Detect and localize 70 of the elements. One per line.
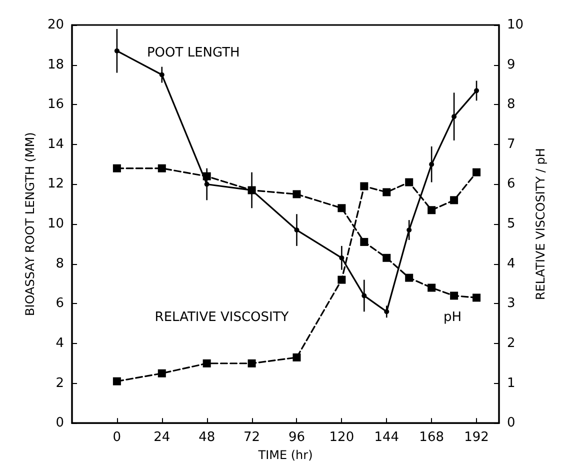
y2-tick-label: 5 <box>507 216 516 232</box>
point <box>382 188 391 196</box>
point <box>202 359 211 368</box>
y-tick-label: 14 <box>47 136 64 152</box>
y2-tick-label: 1 <box>507 376 516 391</box>
point <box>292 190 301 198</box>
point <box>384 309 390 314</box>
point <box>429 162 434 167</box>
point <box>450 196 458 204</box>
point <box>405 274 414 282</box>
y2-tick-label: 3 <box>507 296 516 312</box>
point <box>428 206 436 214</box>
y-tick-label: 8 <box>56 256 64 272</box>
point <box>338 204 346 212</box>
point <box>405 178 414 186</box>
point <box>428 284 436 292</box>
y2-tick-label: 10 <box>507 18 524 32</box>
series-label: POOT LENGTH <box>146 45 240 60</box>
x-tick-label: 120 <box>329 430 354 446</box>
x-tick-label: 24 <box>154 430 170 446</box>
y2-tick-label: 7 <box>507 136 516 152</box>
y2-tick-label: 6 <box>507 176 516 192</box>
point <box>158 369 166 378</box>
point <box>294 228 300 233</box>
point <box>472 294 481 302</box>
series-label: pH <box>443 310 462 326</box>
x-tick-label: 96 <box>288 430 306 446</box>
y-tick-label: 18 <box>47 57 64 72</box>
y2-tick-label: 2 <box>507 336 516 351</box>
point <box>112 164 121 172</box>
y2-tick-label: 8 <box>507 97 516 112</box>
point <box>472 168 481 176</box>
point <box>338 276 346 284</box>
point <box>112 377 121 386</box>
point <box>114 48 120 54</box>
point <box>248 359 256 368</box>
point <box>452 114 457 120</box>
x-tick-label: 192 <box>464 430 489 446</box>
point <box>339 255 344 260</box>
point <box>360 182 368 190</box>
point <box>158 164 166 172</box>
y-tick-label: 16 <box>47 97 64 112</box>
y-axis-title: BIOASSAY ROOT LENGTH (MM) <box>23 132 37 316</box>
x-tick-label: 168 <box>419 430 444 446</box>
point <box>382 254 391 262</box>
y2-tick-label: 0 <box>507 416 516 431</box>
series-label: RELATIVE VISCOSITY <box>154 310 289 325</box>
x-tick-label: 0 <box>112 430 122 446</box>
point <box>204 182 210 187</box>
point <box>159 72 164 78</box>
y-tick-label: 10 <box>47 216 64 232</box>
y-tick-label: 20 <box>47 18 64 32</box>
point <box>292 353 301 362</box>
point <box>450 292 458 300</box>
y2-tick-label: 4 <box>507 256 516 272</box>
x-tick-label: 144 <box>374 430 400 446</box>
point <box>474 88 480 94</box>
point <box>406 228 412 233</box>
point <box>360 238 368 246</box>
x-tick-label: 48 <box>198 430 216 446</box>
y-tick-label: 0 <box>56 416 64 431</box>
y-tick-label: 6 <box>56 296 64 312</box>
y-tick-label: 12 <box>47 176 64 192</box>
x-axis-title: TIME (hr) <box>257 448 313 462</box>
y2-tick-label: 9 <box>507 57 516 72</box>
y-tick-label: 4 <box>56 336 64 351</box>
x-tick-label: 72 <box>244 430 260 446</box>
y2-axis-title: RELATIVE VISCOSITY / pH <box>533 148 548 300</box>
point <box>362 293 367 298</box>
y-tick-label: 2 <box>56 376 64 391</box>
